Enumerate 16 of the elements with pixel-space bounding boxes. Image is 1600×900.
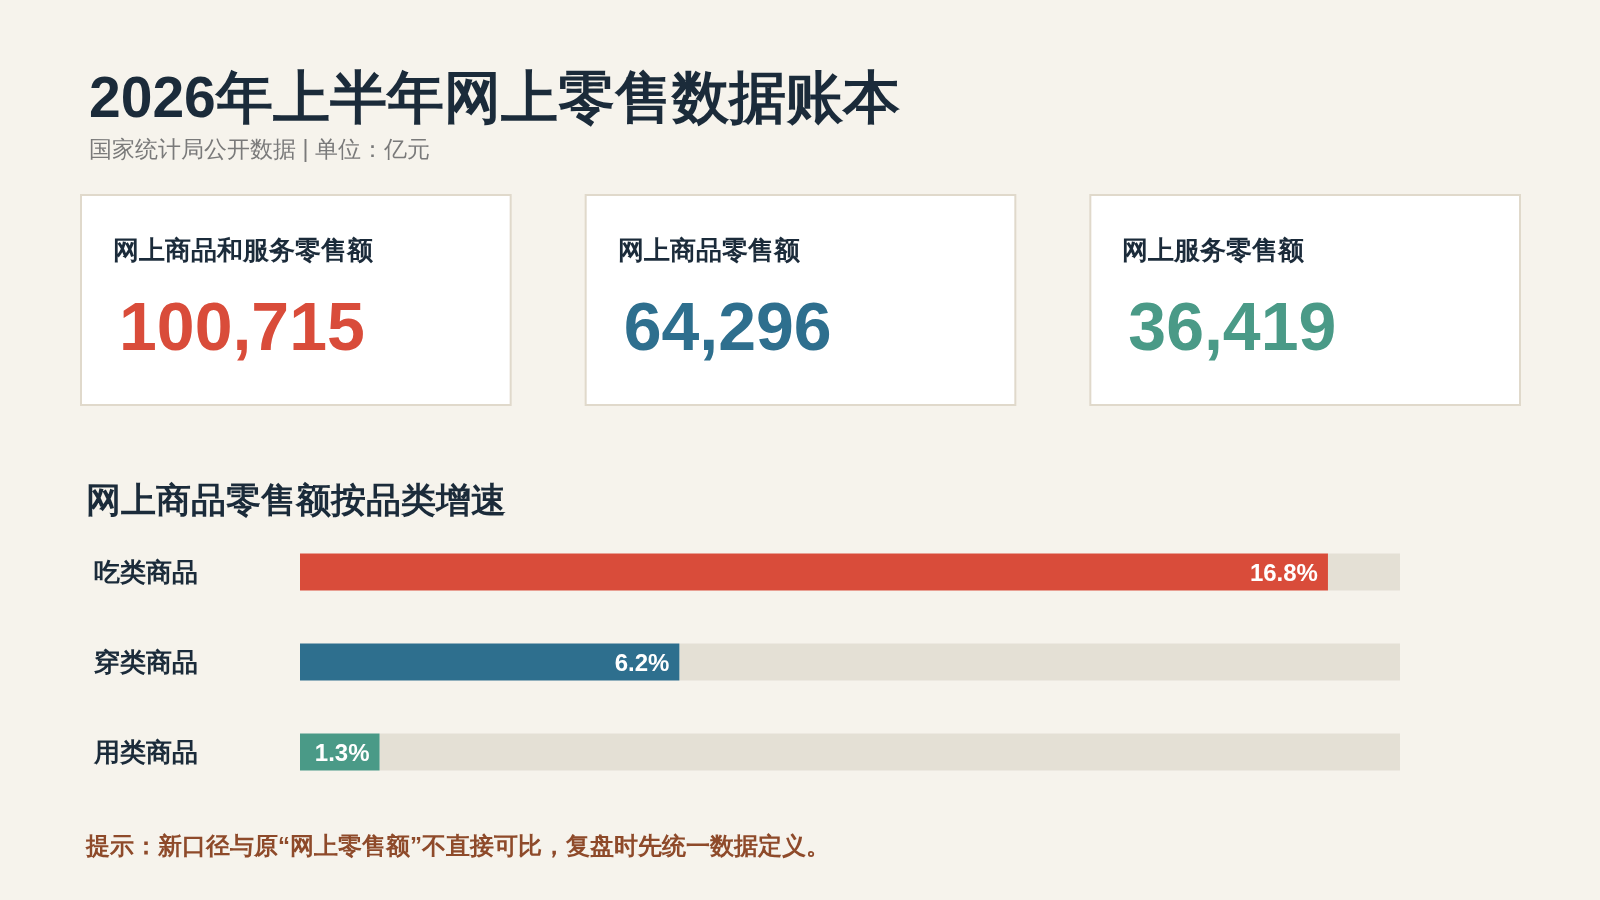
text: 提示：新口径与原“网上零售额”不直接可比，复盘时先统一数据定义。	[85, 832, 830, 859]
text: 100,715	[119, 288, 365, 364]
category-label: 网上商品零售额	[617, 235, 801, 265]
category-label: 网上商品和服务零售额	[113, 235, 374, 265]
text: 2026年上半年网上零售数据账本	[89, 65, 900, 129]
text: 64,296	[623, 288, 832, 364]
y-tick-label: 吃类商品	[94, 557, 198, 587]
data-label: 1.3%	[314, 739, 370, 766]
data-label: 6.2%	[614, 649, 670, 676]
text: 36,419	[1128, 288, 1337, 364]
category-label: 网上服务零售额	[1122, 235, 1306, 265]
chart-title: 网上商品零售额按品类增速	[86, 480, 506, 519]
text: 国家统计局公开数据 | 单位：亿元	[89, 136, 430, 162]
y-tick-label: 用类商品	[93, 737, 198, 767]
data-label: 16.8%	[1249, 559, 1318, 586]
y-tick-label: 穿类商品	[94, 647, 198, 677]
